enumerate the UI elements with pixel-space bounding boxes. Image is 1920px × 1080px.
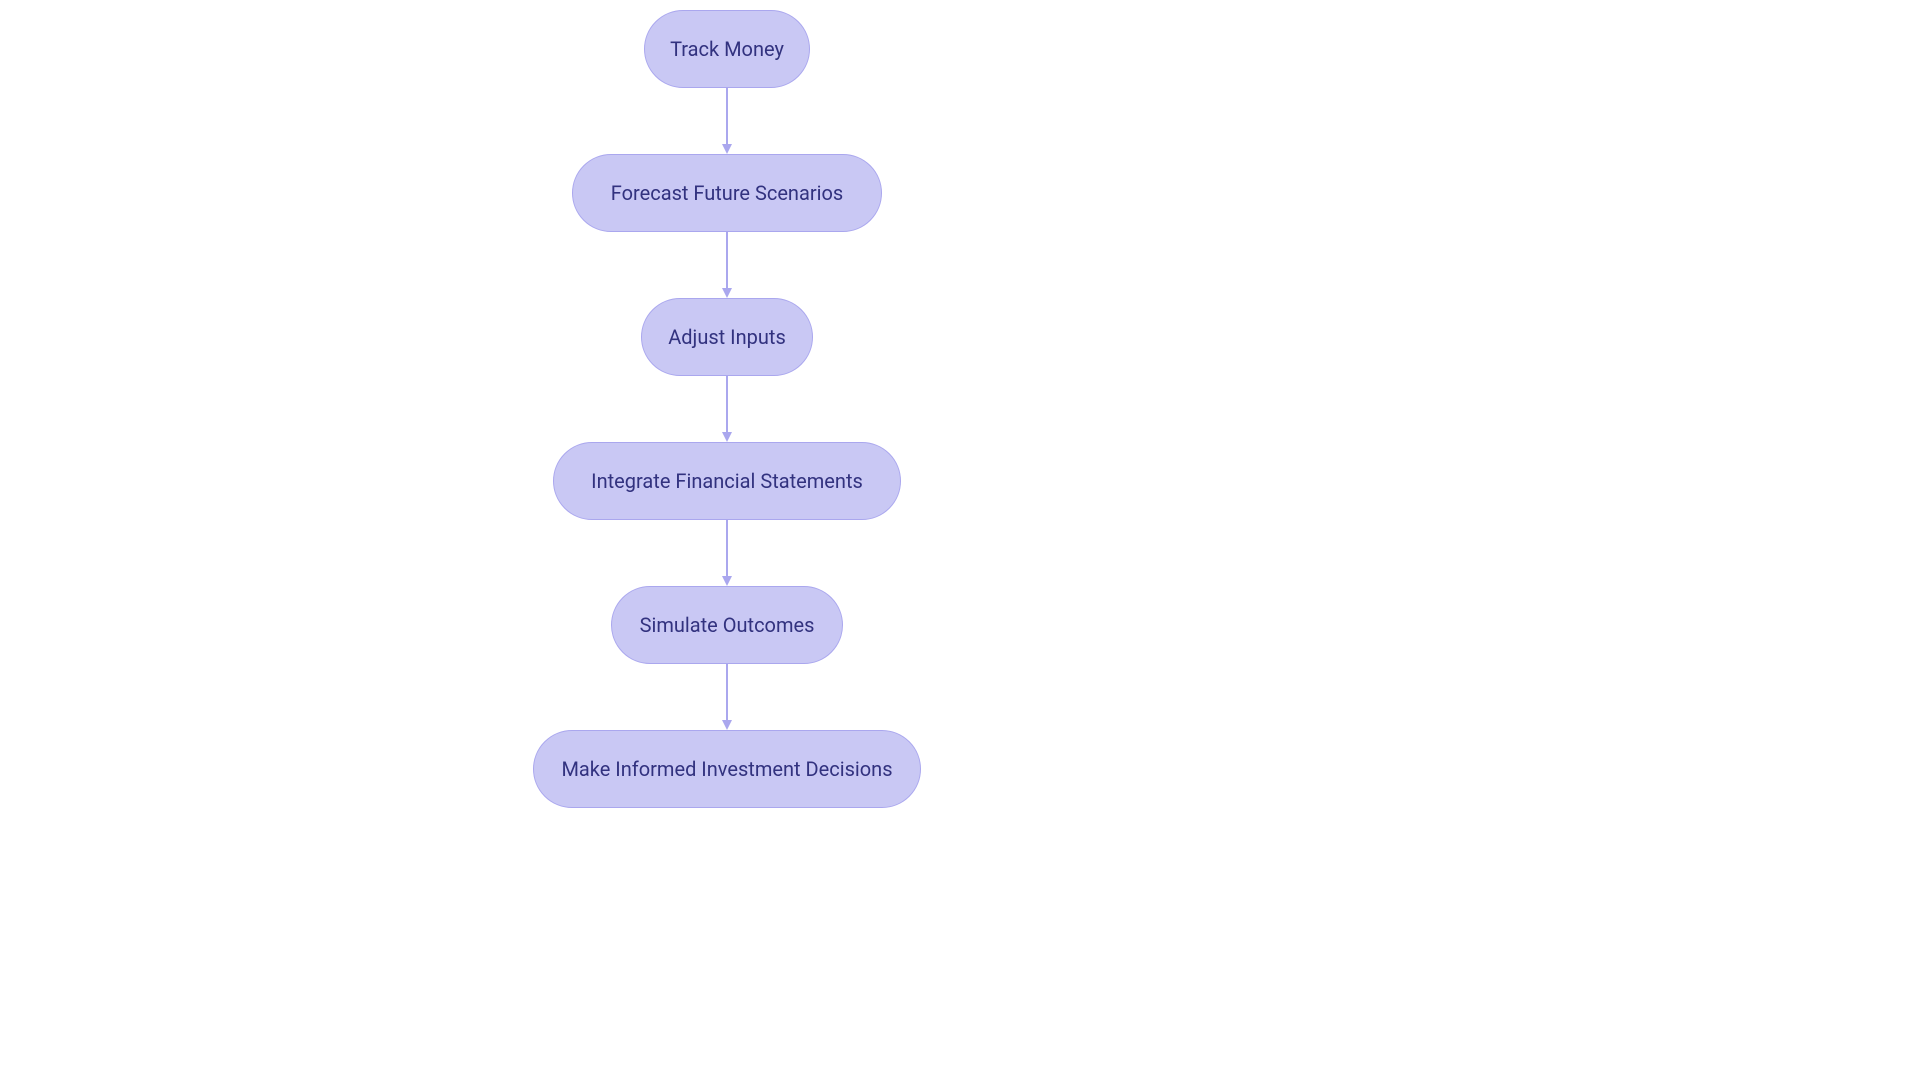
flowchart-node-simulate-outcomes: Simulate Outcomes — [611, 586, 843, 664]
flowchart-node-adjust-inputs: Adjust Inputs — [641, 298, 813, 376]
flowchart-node-forecast-future-scenarios: Forecast Future Scenarios — [572, 154, 882, 232]
node-label: Track Money — [670, 37, 784, 61]
flowchart-node-make-informed-investment-decisions: Make Informed Investment Decisions — [533, 730, 921, 808]
node-label: Adjust Inputs — [668, 325, 786, 349]
flowchart-node-integrate-financial-statements: Integrate Financial Statements — [553, 442, 901, 520]
node-label: Integrate Financial Statements — [591, 469, 863, 493]
flowchart-edges — [0, 0, 1920, 1080]
node-label: Make Informed Investment Decisions — [561, 757, 892, 781]
flowchart-canvas: Track Money Forecast Future Scenarios Ad… — [0, 0, 1920, 1080]
node-label: Simulate Outcomes — [640, 613, 815, 637]
node-label: Forecast Future Scenarios — [611, 181, 843, 205]
flowchart-node-track-money: Track Money — [644, 10, 810, 88]
